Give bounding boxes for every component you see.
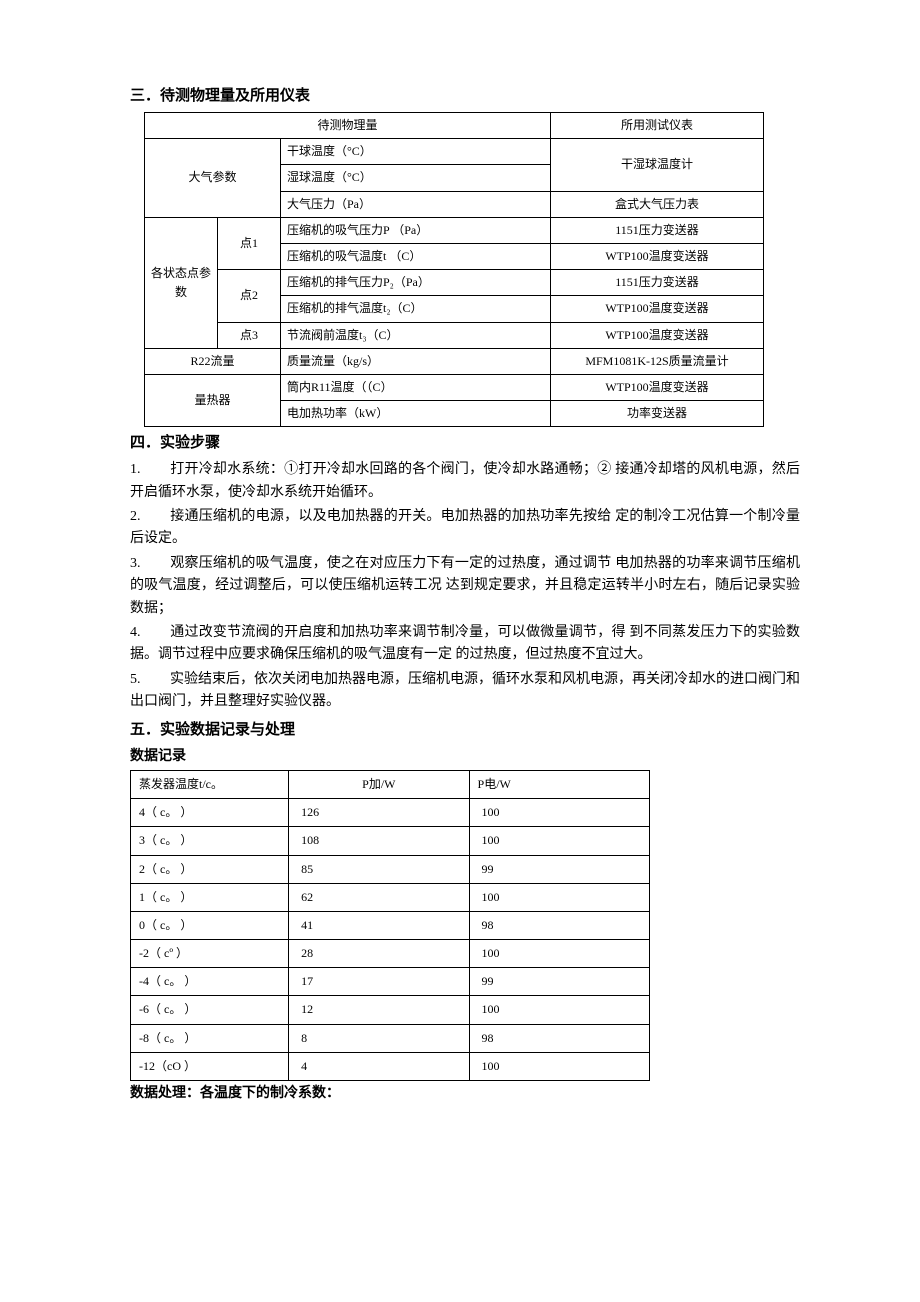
step-number: 5. bbox=[130, 669, 170, 691]
cell: 1151压力变送器 bbox=[551, 270, 764, 296]
cell: 100 bbox=[469, 1052, 649, 1080]
cell: -4（ c。 ） bbox=[131, 968, 289, 996]
cell: 100 bbox=[469, 996, 649, 1024]
step-item: 4.通过改变节流阀的开启度和加热功率来调节制冷量，可以做微量调节，得 到不同蒸发… bbox=[130, 622, 800, 667]
step-item: 1.打开冷却水系统：①打开冷却水回路的各个阀门，使冷却水路通畅；② 接通冷却塔的… bbox=[130, 459, 800, 504]
table-row: -6（ c。 ）12100 bbox=[131, 996, 650, 1024]
cell: 8 bbox=[289, 1024, 469, 1052]
table-row: 1（ c。 ）62100 bbox=[131, 883, 650, 911]
table-row: 3（ c。 ）108100 bbox=[131, 827, 650, 855]
cell: 节流阀前温度t₃（C） bbox=[281, 322, 551, 348]
cell: WTP100温度变送器 bbox=[551, 374, 764, 400]
cell: 点2 bbox=[218, 270, 281, 322]
cell: 干球温度（°C） bbox=[281, 139, 551, 165]
step-item: 5.实验结束后，依次关闭电加热器电源，压缩机电源，循环水泵和风机电源，再关闭冷却… bbox=[130, 669, 800, 714]
cell: 干湿球温度计 bbox=[551, 139, 764, 191]
step-item: 3.观察压缩机的吸气温度，使之在对应压力下有一定的过热度，通过调节 电加热器的功… bbox=[130, 553, 800, 620]
col-header: 蒸发器温度t/c。 bbox=[131, 770, 289, 798]
cell: -6（ c。 ） bbox=[131, 996, 289, 1024]
col-header: P加/W bbox=[289, 770, 469, 798]
step-number: 3. bbox=[130, 553, 170, 575]
cell: -12（cO ） bbox=[131, 1052, 289, 1080]
cell: 点3 bbox=[218, 322, 281, 348]
table-row: -4（ c。 ）1799 bbox=[131, 968, 650, 996]
cell: 压缩机的吸气温度t （C） bbox=[281, 243, 551, 269]
data-record-subtitle: 数据记录 bbox=[130, 746, 800, 768]
step-item: 2.接通压缩机的电源，以及电加热器的开关。电加热器的加热功率先按给 定的制冷工况… bbox=[130, 506, 800, 551]
instruments-table: 待测物理量 所用测试仪表 大气参数 干球温度（°C） 干湿球温度计 湿球温度（°… bbox=[144, 112, 764, 427]
cell: 4 bbox=[289, 1052, 469, 1080]
cell: 100 bbox=[469, 940, 649, 968]
step-text: 打开冷却水系统：①打开冷却水回路的各个阀门，使冷却水路通畅；② 接通冷却塔的风机… bbox=[130, 462, 800, 499]
step-text: 观察压缩机的吸气温度，使之在对应压力下有一定的过热度，通过调节 电加热器的功率来… bbox=[130, 556, 800, 616]
section-5-title: 五．实验数据记录与处理 bbox=[130, 718, 800, 742]
step-number: 4. bbox=[130, 622, 170, 644]
cell: 100 bbox=[469, 883, 649, 911]
cell: 压缩机的排气压力P₂（Pa） bbox=[281, 270, 551, 296]
cell: 压缩机的吸气压力P （Pa） bbox=[281, 217, 551, 243]
state-label: 各状态点参数 bbox=[145, 217, 218, 348]
cell: WTP100温度变送器 bbox=[551, 243, 764, 269]
cell: WTP100温度变送器 bbox=[551, 322, 764, 348]
cell: 100 bbox=[469, 827, 649, 855]
cell: 大气压力（Pa） bbox=[281, 191, 551, 217]
table-row: -2（ cº ）28100 bbox=[131, 940, 650, 968]
cell: 98 bbox=[469, 1024, 649, 1052]
cell: 126 bbox=[289, 799, 469, 827]
table-row: 4（ c。 ）126100 bbox=[131, 799, 650, 827]
cell: 2（ c。 ） bbox=[131, 855, 289, 883]
cell: 压缩机的排气温度t₂（C） bbox=[281, 296, 551, 322]
cell: MFM1081K-12S质量流量计 bbox=[551, 348, 764, 374]
cell: 85 bbox=[289, 855, 469, 883]
data-record-table: 蒸发器温度t/c。 P加/W P电/W 4（ c。 ）1261003（ c。 ）… bbox=[130, 770, 650, 1081]
cell: 电加热功率（kW） bbox=[281, 401, 551, 427]
table-row: 2（ c。 ）8599 bbox=[131, 855, 650, 883]
header-instrument: 所用测试仪表 bbox=[551, 113, 764, 139]
step-number: 2. bbox=[130, 506, 170, 528]
cell: 41 bbox=[289, 911, 469, 939]
section-3-title: 三．待测物理量及所用仪表 bbox=[130, 84, 800, 108]
cell: 功率变送器 bbox=[551, 401, 764, 427]
table-row: 0（ c。 ）4198 bbox=[131, 911, 650, 939]
cell: 4（ c。 ） bbox=[131, 799, 289, 827]
cell: 质量流量（kg/s） bbox=[281, 348, 551, 374]
cell: 点1 bbox=[218, 217, 281, 269]
cell: 筒内R11温度（（C） bbox=[281, 374, 551, 400]
cell: -2（ cº ） bbox=[131, 940, 289, 968]
cell: 3（ c。 ） bbox=[131, 827, 289, 855]
cell: 湿球温度（°C） bbox=[281, 165, 551, 191]
cell: 1151压力变送器 bbox=[551, 217, 764, 243]
section-4-title: 四．实验步骤 bbox=[130, 431, 800, 455]
cell: -8（ c。 ） bbox=[131, 1024, 289, 1052]
col-header: P电/W bbox=[469, 770, 649, 798]
cell: 12 bbox=[289, 996, 469, 1024]
cell: 99 bbox=[469, 855, 649, 883]
cal-label: 量热器 bbox=[145, 374, 281, 426]
steps-list: 1.打开冷却水系统：①打开冷却水回路的各个阀门，使冷却水路通畅；② 接通冷却塔的… bbox=[130, 459, 800, 713]
table-row: -12（cO ）4100 bbox=[131, 1052, 650, 1080]
header-quantity: 待测物理量 bbox=[145, 113, 551, 139]
cell: 盒式大气压力表 bbox=[551, 191, 764, 217]
cell: 62 bbox=[289, 883, 469, 911]
cell: WTP100温度变送器 bbox=[551, 296, 764, 322]
cell: 98 bbox=[469, 911, 649, 939]
cell: 100 bbox=[469, 799, 649, 827]
data-processing-title: 数据处理：各温度下的制冷系数： bbox=[130, 1083, 800, 1105]
cell: 108 bbox=[289, 827, 469, 855]
step-number: 1. bbox=[130, 459, 170, 481]
step-text: 实验结束后，依次关闭电加热器电源，压缩机电源，循环水泵和风机电源，再关闭冷却水的… bbox=[130, 672, 800, 709]
cell: 28 bbox=[289, 940, 469, 968]
step-text: 通过改变节流阀的开启度和加热功率来调节制冷量，可以做微量调节，得 到不同蒸发压力… bbox=[130, 625, 800, 662]
cell: 0（ c。 ） bbox=[131, 911, 289, 939]
cell: 17 bbox=[289, 968, 469, 996]
step-text: 接通压缩机的电源，以及电加热器的开关。电加热器的加热功率先按给 定的制冷工况估算… bbox=[130, 509, 800, 546]
cell: 1（ c。 ） bbox=[131, 883, 289, 911]
table-row: -8（ c。 ）898 bbox=[131, 1024, 650, 1052]
atmos-label: 大气参数 bbox=[145, 139, 281, 218]
flow-label: R22流量 bbox=[145, 348, 281, 374]
cell: 99 bbox=[469, 968, 649, 996]
